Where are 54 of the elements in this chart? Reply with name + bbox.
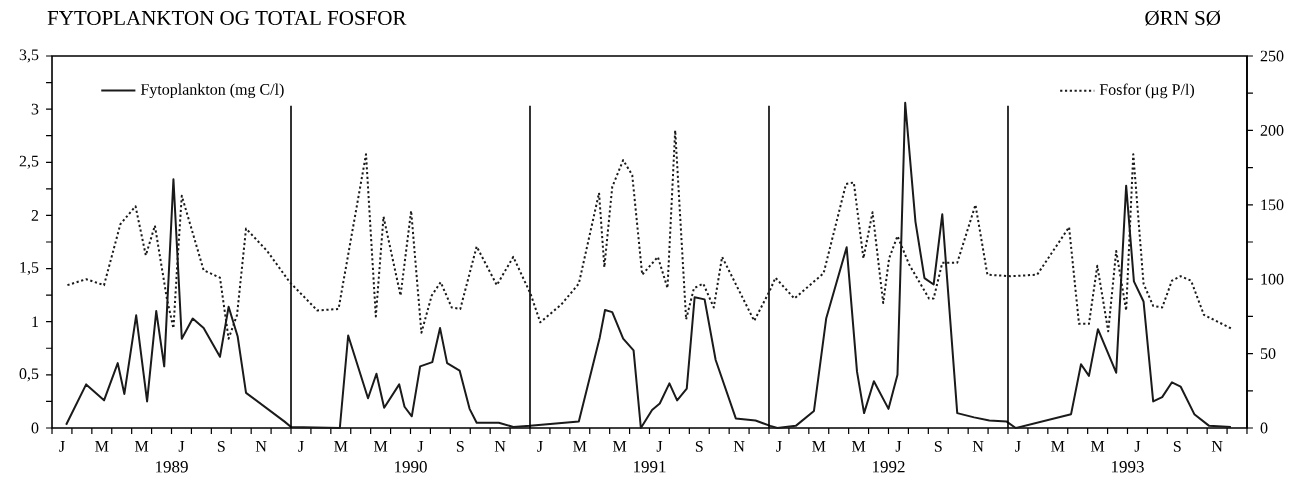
chart-subtitle: ØRN SØ — [1145, 10, 1221, 26]
y2-tick-label: 250 — [1260, 50, 1284, 62]
text: J — [537, 441, 543, 452]
text: M — [95, 441, 109, 452]
text: N — [255, 441, 267, 452]
y-tick-label: 3 — [31, 103, 39, 115]
text: S — [1173, 441, 1181, 452]
text: J — [1134, 441, 1141, 452]
y2-tick-label: 200 — [1260, 125, 1284, 136]
text: J — [656, 441, 663, 452]
text: M — [851, 441, 866, 452]
text: M — [334, 441, 348, 452]
chart-title: FYTOPLANKTON OG TOTAL FOSFOR — [47, 10, 407, 26]
text: M — [612, 441, 627, 452]
y2-tick-label: 150 — [1261, 199, 1284, 211]
text: N — [972, 441, 984, 452]
text: M — [1051, 441, 1065, 452]
legend-label: Fosfor (µg P/l) — [1099, 83, 1195, 99]
y-tick-label: 1,5 — [20, 262, 39, 276]
y-tick-label: 3,5 — [19, 49, 39, 63]
text: M — [1090, 441, 1105, 452]
x-tick-label: 1993 — [1111, 461, 1144, 473]
y-tick-label: 1 — [32, 316, 38, 327]
text: J — [1015, 441, 1021, 452]
text: N — [733, 441, 745, 452]
y2-tick-label: 50 — [1260, 348, 1276, 359]
text: M — [134, 441, 149, 452]
y-tick-label: 0,5 — [19, 368, 39, 382]
text: J — [417, 441, 424, 452]
text: S — [456, 441, 464, 452]
text: S — [934, 441, 942, 452]
text: J — [895, 441, 902, 452]
y-tick-label: 2 — [31, 210, 39, 221]
y-tick-label: 0 — [31, 422, 39, 434]
x-tick-label: 1989 — [156, 461, 188, 473]
x-tick-label: 1990 — [395, 461, 427, 473]
y2-tick-label: 0 — [1260, 422, 1268, 434]
text: M — [373, 441, 388, 452]
text: J — [776, 441, 782, 452]
text: J — [59, 441, 65, 452]
line-series — [65, 101, 1232, 429]
text: N — [494, 441, 506, 452]
x-tick-label: 1992 — [873, 461, 905, 473]
y2-tick-label: 100 — [1261, 273, 1284, 285]
text: S — [217, 441, 225, 452]
legend-label: Fytoplankton (mg C/l) — [140, 83, 284, 99]
text: J — [178, 441, 185, 452]
x-tick-label: 1991 — [634, 461, 666, 473]
text: S — [695, 441, 703, 452]
y-tick-label: 2,5 — [19, 155, 39, 169]
text: M — [812, 441, 826, 452]
text: M — [573, 441, 587, 452]
text: J — [298, 441, 304, 452]
text: N — [1211, 441, 1223, 452]
